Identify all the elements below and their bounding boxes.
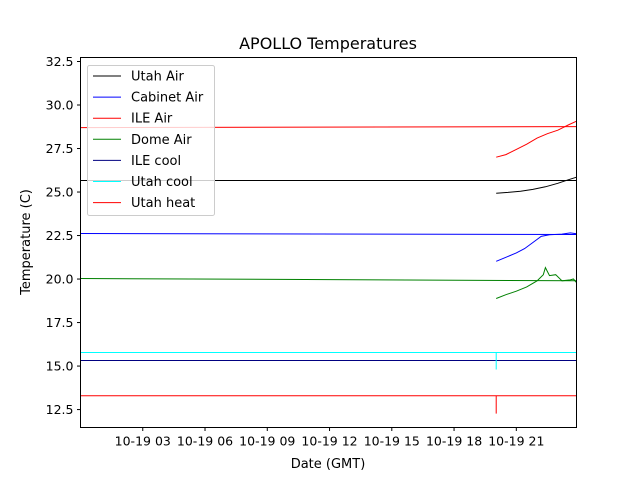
legend-entry: Dome Air [93, 133, 192, 148]
series-utah-heat [80, 395, 577, 414]
legend-label: Utah heat [131, 196, 195, 211]
y-axis-label: Temperature (C) [19, 189, 34, 296]
legend: Utah Air Cabinet Air ILE Air Dome Air ILE co… [87, 65, 215, 216]
x-tick-label: 10-19 06 [177, 434, 233, 449]
chart-title: APOLLO Temperatures [239, 34, 417, 53]
x-tick-label: 10-19 18 [426, 434, 482, 449]
legend-label: Utah cool [131, 175, 193, 190]
x-axis-label: Date (GMT) [291, 457, 366, 472]
series-dome-air [80, 266, 577, 299]
legend-label: Dome Air [131, 133, 192, 148]
legend-entry: Utah cool [93, 175, 193, 190]
series-line [496, 176, 577, 194]
series-line [80, 233, 577, 235]
axis-ticks: 12.5 15.0 17.5 20.0 22.5 25.0 27.5 30.0 32.5 10-1… [46, 54, 545, 448]
legend-entry: ILE cool [93, 154, 181, 169]
x-tick-label: 10-19 03 [115, 434, 171, 449]
y-tick-label: 27.5 [46, 141, 74, 156]
y-tick-label: 30.0 [46, 98, 74, 113]
y-tick-label: 15.0 [46, 359, 74, 374]
x-tick-label: 10-19 21 [488, 434, 544, 449]
y-tick-label: 25.0 [46, 185, 74, 200]
series-line [496, 266, 577, 299]
legend-label: ILE cool [131, 154, 181, 169]
x-tick-label: 10-19 12 [301, 434, 357, 449]
y-tick-label: 32.5 [46, 54, 74, 69]
legend-entry: ILE Air [93, 112, 173, 127]
legend-label: Cabinet Air [131, 91, 204, 106]
series-utah-cool [80, 352, 577, 370]
y-tick-label: 20.0 [46, 272, 74, 287]
y-tick-label: 17.5 [46, 315, 74, 330]
x-tick-label: 10-19 09 [239, 434, 295, 449]
legend-box [87, 65, 215, 216]
series-line [496, 120, 577, 158]
series-line [496, 232, 577, 262]
legend-label: ILE Air [131, 112, 173, 127]
series-line [80, 278, 577, 282]
x-tick-label: 10-19 15 [364, 434, 420, 449]
y-tick-label: 12.5 [46, 402, 74, 417]
legend-entry: Utah Air [93, 70, 184, 85]
y-tick-label: 22.5 [46, 228, 74, 243]
series-cabinet-air [80, 232, 577, 262]
legend-entry: Cabinet Air [93, 91, 204, 106]
plot-frame [80, 57, 577, 428]
legend-label: Utah Air [131, 70, 184, 85]
legend-entry: Utah heat [93, 196, 195, 211]
